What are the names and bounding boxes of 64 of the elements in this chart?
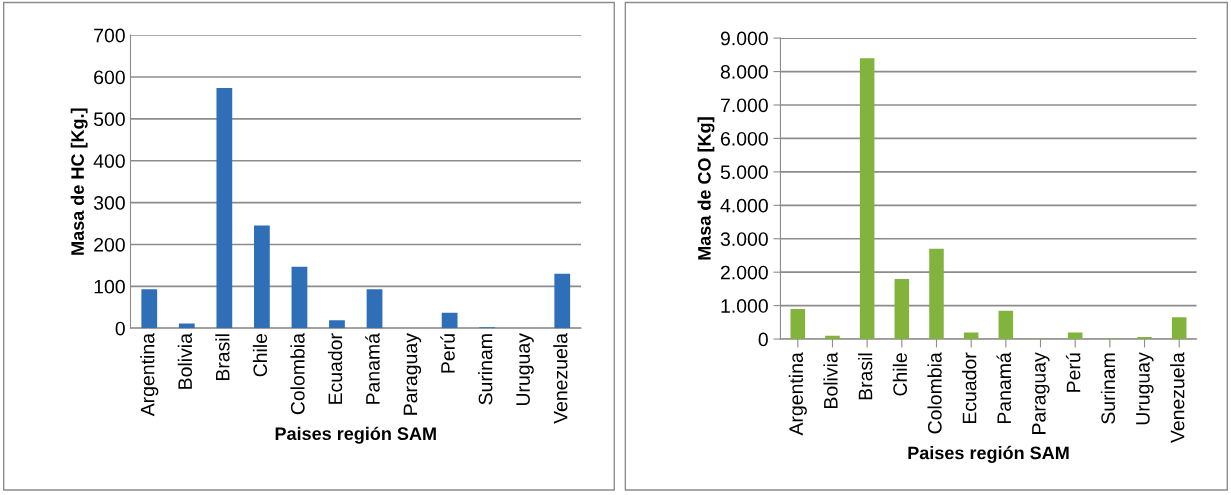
bar: [859, 58, 875, 340]
x-tick-label: Uruguay: [1136, 352, 1154, 425]
x-tick-label: Ecuador: [962, 352, 977, 424]
x-tick-label: Paraguay: [403, 333, 422, 415]
y-tick-label: 700: [94, 28, 125, 43]
bar: [929, 248, 944, 340]
x-tick-label: Panamá: [365, 333, 380, 404]
y-tick-label: 0: [115, 321, 125, 336]
x-axis-title: Paises región SAM: [908, 445, 1069, 463]
y-tick-label: 400: [93, 154, 125, 168]
x-tick-label: Surinam: [478, 334, 493, 405]
bar: [441, 312, 458, 329]
bar: [1137, 337, 1152, 340]
y-tick-label: 8.000: [720, 65, 768, 79]
x-tick-label: Paraguay: [1032, 352, 1050, 434]
bar: [329, 320, 345, 329]
bar: [825, 335, 840, 340]
y-tick-label: 0: [758, 332, 768, 347]
y-tick-label: 600: [94, 70, 125, 85]
y-tick-label: 7.000: [720, 98, 768, 113]
y-axis-title: Masa de HC [Kg.]: [70, 108, 88, 255]
x-tick-label: Argentina: [788, 352, 807, 436]
x-tick-label: Ecuador: [327, 333, 343, 404]
bar: [963, 332, 979, 340]
y-tick-label: 9.000: [720, 31, 768, 46]
x-tick-label: Perú: [440, 334, 455, 373]
bar: [216, 87, 233, 329]
y-axis-title: Masa de CO [Kg]: [697, 117, 715, 260]
y-tick-label: 4.000: [720, 198, 768, 213]
x-tick-label: Argentina: [140, 333, 159, 417]
x-tick-label: Venezuela: [1170, 352, 1185, 444]
y-tick-label: 200: [94, 237, 125, 252]
x-tick-label: Venezuela: [553, 333, 568, 424]
y-tick-label: 6.000: [720, 131, 768, 146]
bar: [141, 289, 158, 329]
x-tick-label: Chile: [252, 333, 268, 377]
y-tick-label: 5.000: [720, 165, 768, 180]
bar: [254, 225, 270, 329]
bar: [790, 308, 806, 340]
bar: [291, 266, 308, 329]
bar: [1171, 317, 1187, 340]
bar: [998, 310, 1014, 340]
x-tick-label: Brasil: [215, 334, 230, 381]
y-tick-label: 100: [94, 279, 125, 294]
y-tick-label: 300: [93, 196, 125, 210]
y-tick-label: 3.000: [720, 232, 768, 246]
y-tick-label: 1.000: [721, 299, 768, 313]
x-tick-label: Uruguay: [516, 333, 534, 406]
x-tick-label: Brasil: [858, 353, 873, 400]
bar: [1067, 332, 1083, 340]
x-tick-label: Bolivia: [177, 333, 193, 389]
bar: [894, 278, 910, 340]
x-tick-label: Panamá: [996, 352, 1012, 424]
x-tick-label: Surinam: [1100, 353, 1116, 424]
bar: [366, 289, 383, 329]
bar: [554, 273, 571, 329]
y-tick-label: 500: [93, 112, 125, 127]
y-tick-label: 2.000: [720, 265, 768, 280]
x-axis-title: Paises región SAM: [275, 426, 436, 444]
x-tick-label: Colombia: [290, 333, 305, 415]
x-tick-label: Bolivia: [823, 352, 838, 408]
x-tick-label: Chile: [892, 353, 908, 396]
x-tick-label: Colombia: [927, 352, 942, 434]
x-tick-label: Perú: [1065, 353, 1081, 392]
